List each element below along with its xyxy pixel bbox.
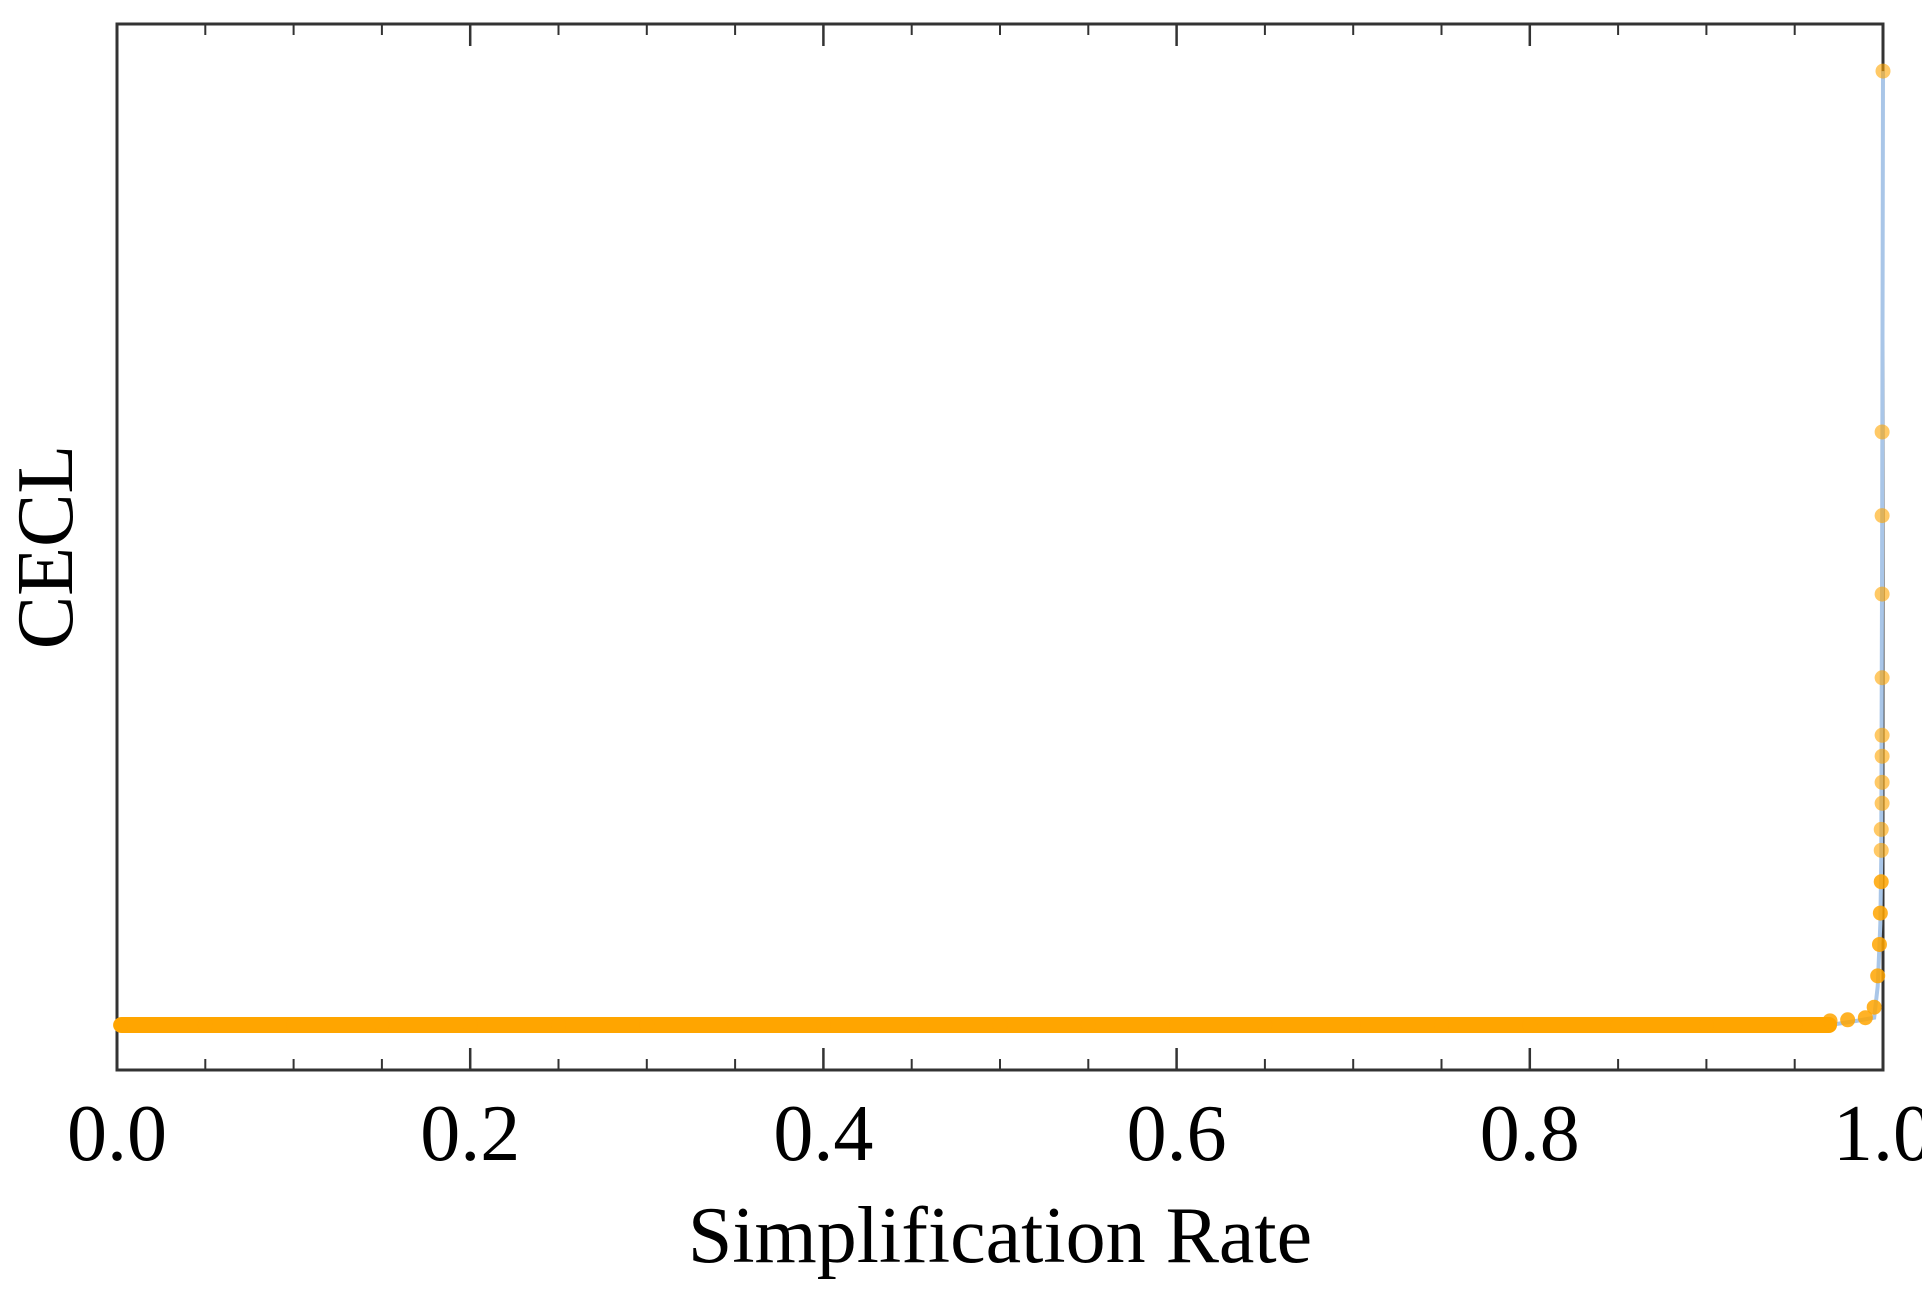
- data-point: [113, 1017, 129, 1033]
- series-line: [120, 71, 1885, 1028]
- plot-frame: [115, 22, 1885, 1072]
- data-points: [113, 63, 1891, 1034]
- x-tick-label: 0.2: [420, 1090, 520, 1178]
- data-point: [639, 1017, 655, 1033]
- data-point: [1873, 874, 1889, 890]
- data-point: [1874, 748, 1890, 764]
- y-axis-title: CECL: [2, 445, 90, 649]
- data-point: [1874, 774, 1890, 790]
- data-point: [1866, 999, 1882, 1015]
- data-point: [374, 1017, 390, 1033]
- data-point: [1874, 586, 1890, 602]
- data-point: [1522, 1017, 1538, 1033]
- data-point: [815, 1017, 831, 1033]
- x-tick-label: 0.0: [67, 1090, 167, 1178]
- data-point: [1345, 1017, 1361, 1033]
- data-point: [462, 1017, 478, 1033]
- tick-marks: [115, 24, 1885, 1070]
- data-point: [1875, 63, 1891, 79]
- data-point: [1873, 842, 1889, 858]
- series-lines: [120, 71, 1885, 1028]
- data-point: [1080, 1017, 1096, 1033]
- x-tick-label: 0.6: [1127, 1090, 1227, 1178]
- data-point: [1872, 905, 1888, 921]
- data-point: [1610, 1017, 1626, 1033]
- data-point: [1698, 1017, 1714, 1033]
- data-point: [286, 1017, 302, 1033]
- data-point: [1257, 1017, 1273, 1033]
- data-point: [1787, 1017, 1803, 1033]
- data-point: [197, 1017, 213, 1033]
- data-point: [1840, 1012, 1856, 1028]
- data-point: [1874, 508, 1890, 524]
- data-point: [1434, 1017, 1449, 1033]
- data-point: [1874, 727, 1890, 743]
- data-point: [1874, 670, 1890, 686]
- data-point: [1870, 968, 1886, 984]
- data-point: [1871, 936, 1887, 952]
- data-point: [727, 1017, 743, 1033]
- data-point: [1857, 1010, 1873, 1026]
- data-point: [1874, 795, 1890, 811]
- x-tick-label: 0.4: [773, 1090, 873, 1178]
- x-tick-label: 0.8: [1480, 1090, 1580, 1178]
- data-point: [992, 1017, 1008, 1033]
- x-tick-label: 1.0: [1833, 1090, 1922, 1178]
- data-point: [1169, 1017, 1185, 1033]
- dense-point-band: [113, 1017, 1838, 1034]
- x-axis-title: Simplification Rate: [688, 1192, 1312, 1280]
- data-point: [904, 1017, 920, 1033]
- data-point: [1874, 424, 1890, 440]
- data-point: [1873, 821, 1889, 837]
- x-tick-labels: 0.0 0.2 0.4 0.6 0.8 1.0: [67, 1090, 1922, 1178]
- data-point: [1822, 1013, 1838, 1029]
- data-point: [551, 1017, 566, 1033]
